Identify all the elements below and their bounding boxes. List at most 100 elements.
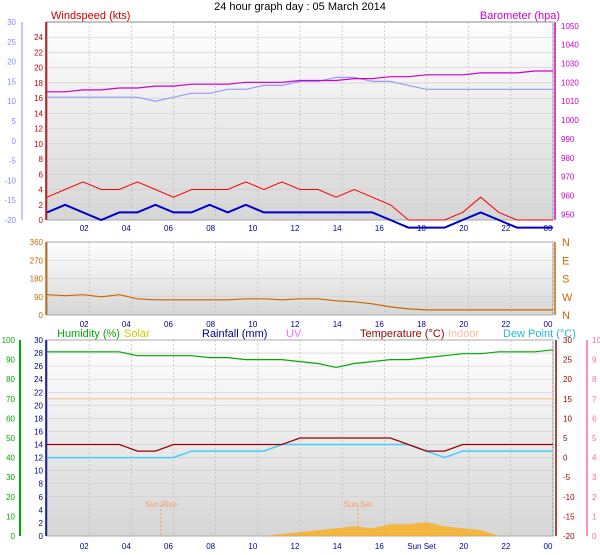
sunrise-label: Sun Rise — [145, 500, 178, 509]
wind-tick-label: 6 — [39, 170, 44, 179]
temp-tick-label: 10 — [34, 467, 43, 476]
windspeed-legend: Windspeed (kts) — [51, 10, 130, 22]
wind-tick-label: 2 — [39, 201, 44, 210]
hum-tick-label: 10 — [6, 512, 15, 521]
x-tick-label: 16 — [375, 320, 384, 329]
dewpoint-legend: Dew Point (°C) — [503, 328, 576, 340]
temp-tick-label: 14 — [34, 441, 43, 450]
uv-tick-label: 0 — [592, 532, 597, 541]
temperature-line — [47, 437, 553, 452]
temp-tick-label: 0 — [39, 532, 44, 541]
x-tick-label: 00 — [544, 224, 553, 233]
axes: 0246810121416182022249509609709809901000… — [2, 18, 600, 541]
dir-tick-label: 180 — [30, 275, 44, 284]
x-tick-label: 00 — [544, 320, 553, 329]
x-tick-label: 08 — [206, 320, 215, 329]
chill-tick-label: 15 — [7, 77, 16, 86]
chill-tick-label: 5 — [12, 117, 17, 126]
wind-tick-label: 10 — [34, 140, 43, 149]
sunset-label: Sun Set — [344, 500, 373, 509]
dir-tick-label: 90 — [34, 293, 43, 302]
chill-tick-label: -5 — [9, 157, 17, 166]
chill-tick-label: -15 — [4, 196, 16, 205]
uv-legend: UV — [286, 328, 302, 340]
x-tick-label: 12 — [291, 224, 300, 233]
chill-tick-label: -20 — [4, 216, 16, 225]
x-tick-label: 06 — [164, 320, 173, 329]
uv-tick-label: 9 — [592, 356, 597, 365]
grid-lines — [47, 22, 554, 537]
wind-tick-label: 0 — [39, 216, 44, 225]
temp-right-tick-label: 5 — [563, 434, 568, 443]
baro-tick-label: 970 — [561, 173, 575, 182]
temp-right-tick-label: 15 — [563, 395, 572, 404]
baro-tick-label: 960 — [561, 191, 575, 200]
chill-tick-label: -10 — [4, 176, 16, 185]
x-tick-label: 06 — [164, 224, 173, 233]
dir-tick-label: 0 — [39, 311, 44, 320]
baro-tick-label: 950 — [561, 210, 575, 219]
windspeed-avg-line — [46, 203, 553, 229]
temp-right-tick-label: 30 — [563, 336, 572, 345]
x-tick-label: 04 — [122, 542, 131, 551]
hum-tick-label: 80 — [6, 375, 15, 384]
baro-tick-label: 1030 — [561, 59, 579, 68]
x-tick-label: 00 — [544, 542, 553, 551]
graph-title: 24 hour graph day : 05 March 2014 — [214, 1, 386, 13]
x-tick-label: 12 — [291, 320, 300, 329]
x-tick-label: 22 — [501, 224, 510, 233]
compass-label: W — [562, 292, 573, 304]
temp-right-tick-label: -10 — [563, 493, 575, 502]
x-tick-label: 08 — [206, 224, 215, 233]
solar-area — [47, 522, 553, 536]
x-tick-label: 22 — [501, 542, 510, 551]
solar-legend: Solar — [124, 328, 150, 340]
compass-label: N — [562, 310, 570, 322]
temp-right-tick-label: -15 — [563, 512, 575, 521]
x-tick-label: 20 — [459, 224, 468, 233]
baro-tick-label: 1050 — [561, 22, 579, 31]
temp-tick-label: 22 — [34, 388, 43, 397]
temp-tick-label: 30 — [34, 336, 43, 345]
hum-tick-label: 30 — [6, 473, 15, 482]
wind-tick-label: 18 — [34, 79, 43, 88]
x-tick-label: 14 — [333, 542, 342, 551]
uv-tick-label: 1 — [592, 512, 597, 521]
temp-tick-label: 16 — [34, 427, 43, 436]
temp-tick-label: 2 — [39, 519, 44, 528]
temp-tick-label: 6 — [39, 493, 44, 502]
humidity-line — [47, 349, 554, 369]
hum-tick-label: 40 — [6, 454, 15, 463]
x-tick-label: Sun Set — [407, 542, 436, 551]
uv-tick-label: 2 — [592, 493, 597, 502]
x-tick-label: 04 — [122, 224, 131, 233]
temp-tick-label: 4 — [39, 506, 44, 515]
hum-tick-label: 100 — [2, 336, 16, 345]
temp-tick-label: 28 — [34, 349, 43, 358]
wind-tick-label: 12 — [34, 125, 43, 134]
wind-tick-label: 4 — [39, 186, 44, 195]
temp-right-tick-label: 25 — [563, 356, 572, 365]
uv-tick-label: 8 — [592, 375, 597, 384]
x-tick-label: 12 — [291, 542, 300, 551]
rainfall-legend: Rainfall (mm) — [202, 328, 267, 340]
x-tick-label: 04 — [122, 320, 131, 329]
barometer-line — [47, 70, 553, 93]
chill-tick-label: 25 — [7, 38, 16, 47]
x-axis-labels: 02 02 04 04 06 06 08 08 10 10 12 12 14 14 16 16 18 18 20 20… — [80, 224, 553, 551]
wind-tick-label: 14 — [34, 109, 43, 118]
baro-tick-label: 1020 — [561, 78, 579, 87]
temp-tick-label: 18 — [34, 414, 43, 423]
wind-chill-line — [47, 76, 553, 102]
uv-tick-label: 4 — [592, 454, 597, 463]
dir-tick-label: 360 — [30, 238, 44, 247]
compass-label: N — [562, 237, 570, 249]
baro-tick-label: 990 — [561, 135, 575, 144]
x-tick-label: 08 — [206, 542, 215, 551]
hum-tick-label: 0 — [11, 532, 16, 541]
indoor-legend: Indoor — [448, 328, 480, 340]
dewpoint-line — [47, 443, 553, 459]
barometer-legend: Barometer (hpa) — [480, 10, 560, 22]
x-tick-label: 18 — [417, 224, 426, 233]
